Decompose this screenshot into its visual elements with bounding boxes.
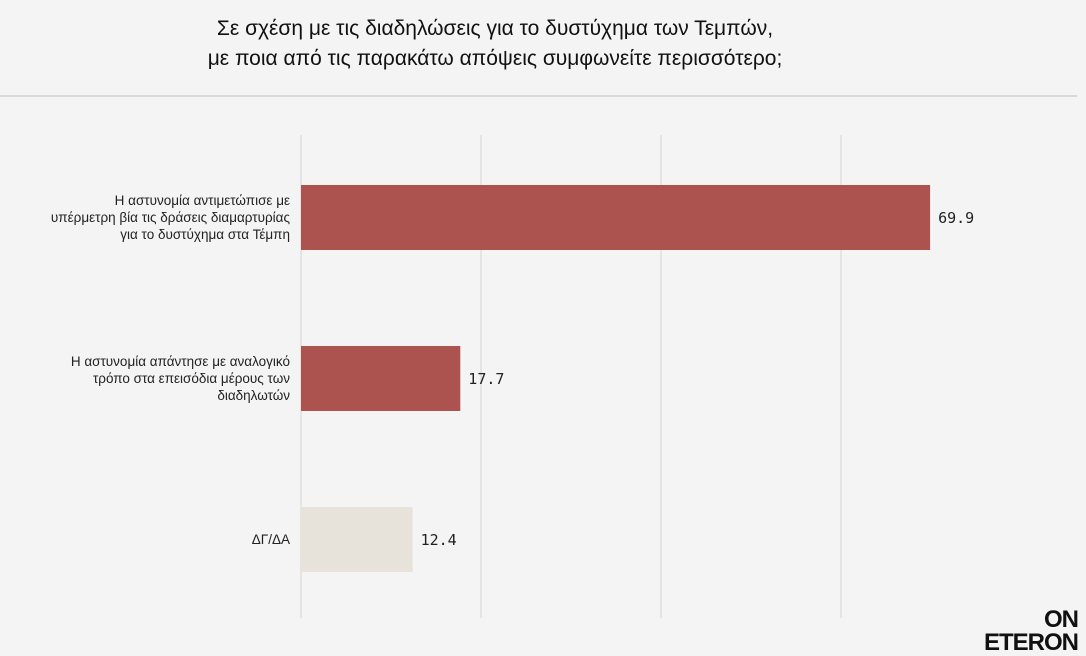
category-label-1-line-0: Η αστυνομία απάντησε με αναλογικό bbox=[70, 354, 290, 369]
category-label-0: Η αστυνομία αντιμετώπισε με υπέρμετρη βία… bbox=[0, 192, 290, 243]
bar-0 bbox=[301, 185, 931, 250]
category-label-0-line-0: Η αστυνομία αντιμετώπισε με bbox=[114, 193, 290, 208]
logo-on: ON bbox=[1044, 606, 1079, 633]
chart-title: Σε σχέση με τις διαδηλώσεις για το δυστύ… bbox=[0, 14, 990, 74]
category-label-1-line-1: τρόπο στα επεισόδια μέρους των bbox=[92, 371, 290, 386]
bar-2 bbox=[301, 507, 413, 572]
title-divider bbox=[0, 95, 1077, 97]
category-label-2: ΔΓ/ΔΑ bbox=[0, 531, 290, 548]
chart-title-line-1: Σε σχέση με τις διαδηλώσεις για το δυστύ… bbox=[216, 17, 774, 40]
value-label-1: 17.7 bbox=[468, 369, 505, 388]
value-label-0: 69.9 bbox=[938, 208, 975, 227]
logo-eteron: ETERON bbox=[983, 629, 1079, 656]
category-label-1: Η αστυνομία απάντησε με αναλογικό τρόπο σ… bbox=[0, 353, 290, 404]
category-label-0-line-1: υπέρμετρη βία τις δράσεις διαμαρτυρίας bbox=[50, 210, 290, 225]
bar-1 bbox=[301, 346, 461, 411]
category-label-2-line-0: ΔΓ/ΔΑ bbox=[251, 532, 290, 547]
chart-title-line-2: με ποια από τις παρακάτω απόψεις συμφωνε… bbox=[207, 47, 783, 70]
value-label-2: 12.4 bbox=[420, 530, 457, 549]
eteron-logo: ON ETERON bbox=[978, 606, 1079, 656]
category-label-1-line-2: διαδηλωτών bbox=[217, 388, 290, 403]
category-label-0-line-2: για το δυστύχημα στα Τέμπη bbox=[120, 227, 290, 242]
